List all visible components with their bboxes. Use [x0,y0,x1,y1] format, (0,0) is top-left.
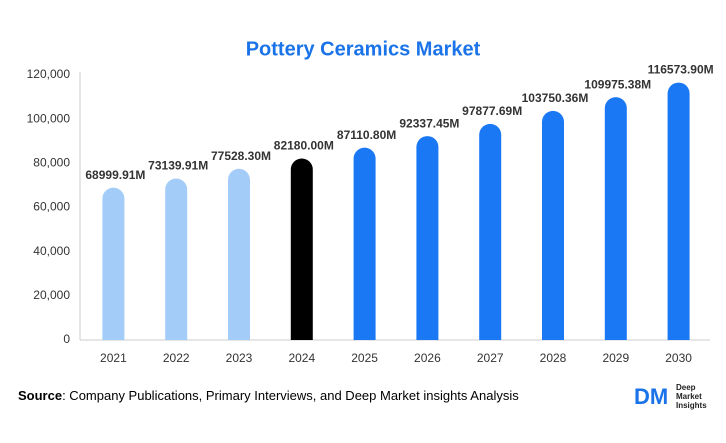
value-label: 82180.00M [274,139,334,153]
bar [353,147,376,340]
value-label: 68999.91M [85,168,145,182]
x-tick-label: 2021 [100,351,127,365]
y-tick-label: 20,000 [33,288,70,302]
x-tick-label: 2024 [288,351,315,365]
value-label: 97877.69M [462,104,522,118]
x-tick-label: 2023 [226,351,253,365]
y-tick-label: 120,000 [27,67,71,81]
bar [416,136,439,340]
x-tick-label: 2028 [540,351,567,365]
y-tick-label: 80,000 [33,156,70,170]
logo-mark: DM [634,384,668,409]
y-tick-label: 0 [63,332,70,346]
bar [102,187,125,340]
bar [667,82,690,340]
x-tick-label: 2029 [602,351,629,365]
source-label: Source [18,388,62,403]
y-tick-label: 60,000 [33,200,70,214]
bar [228,168,250,340]
value-label: 116573.90M [648,63,714,77]
bar [604,97,627,340]
x-tick-label: 2025 [351,351,378,365]
bar [479,123,502,340]
bar [290,158,313,340]
source-text: : Company Publications, Primary Intervie… [62,388,519,403]
bar [165,178,188,340]
y-tick-label: 100,000 [27,111,71,125]
value-label: 92337.45M [399,116,459,130]
value-label: 109975.38M [584,77,651,91]
bar [542,110,564,340]
x-tick-label: 2026 [414,351,441,365]
x-tick-label: 2027 [477,351,504,365]
logo-text: Market [676,392,702,401]
source: Source: Company Publications, Primary In… [18,388,519,403]
chart-title: Pottery Ceramics Market [246,38,481,60]
logo-text: Insights [676,401,707,410]
x-tick-label: 2022 [163,351,190,365]
value-label: 73139.91M [148,159,208,173]
logo-text: Deep [676,383,696,392]
y-tick-label: 40,000 [33,244,70,258]
x-tick-label: 2030 [665,351,692,365]
value-label: 77528.30M [211,149,271,163]
value-label: 103750.36M [522,91,589,105]
value-label: 87110.80M [337,128,396,142]
